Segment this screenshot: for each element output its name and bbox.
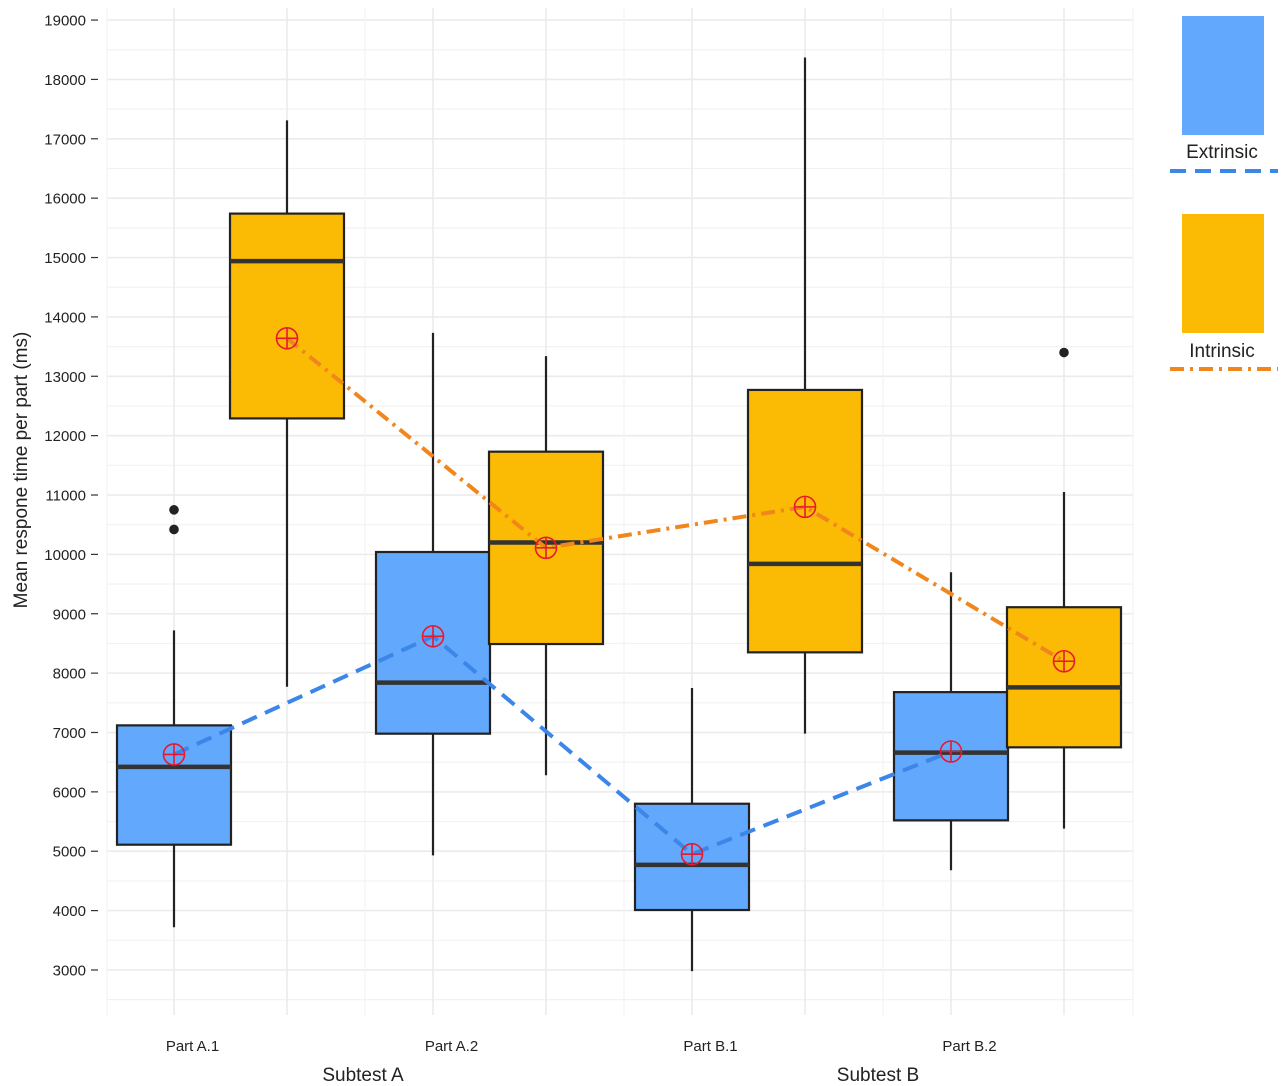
legend-label: Extrinsic	[1186, 142, 1258, 163]
mean-marker	[534, 536, 558, 560]
legend-item-extrinsic: Extrinsic	[1170, 16, 1278, 173]
legend-item-intrinsic: Intrinsic	[1170, 214, 1278, 371]
mean-line-intrinsic	[285, 336, 1066, 663]
x-axis: Part A.1 Part A.2 Part B.1 Part B.2 Subtest …	[166, 1038, 997, 1086]
mean-marker	[793, 495, 817, 519]
y-tick-label: 4000	[53, 903, 86, 920]
box-intrinsic-2	[487, 356, 605, 776]
x-tick-label: Part A.1	[166, 1038, 219, 1055]
x-group-label: Subtest A	[322, 1065, 404, 1086]
y-tick-label: 8000	[53, 666, 86, 683]
x-tick-label: Part B.1	[683, 1038, 737, 1055]
mean-line-extrinsic	[173, 633, 952, 857]
mean-marker	[275, 326, 299, 350]
outlier-point	[1059, 347, 1069, 358]
legend: Extrinsic Intrinsic	[1170, 16, 1278, 371]
mean-marker	[1052, 649, 1076, 673]
y-tick-label: 11000	[45, 488, 86, 505]
boxes	[115, 57, 1123, 972]
box-intrinsic-1	[228, 120, 346, 687]
mean-lines	[173, 336, 1066, 857]
y-axis-title: Mean respone time per part (ms)	[11, 332, 32, 609]
y-tick-label: 7000	[53, 725, 86, 742]
mean-markers	[162, 326, 1076, 866]
y-tick-label: 16000	[44, 191, 86, 208]
y-axis: 3000 4000 5000 6000 7000 8000 9000 10000 11000 12…	[44, 13, 98, 979]
box-extrinsic-2	[374, 332, 492, 856]
outlier-point	[169, 505, 179, 515]
mean-marker	[162, 743, 186, 766]
box-intrinsic-4	[1005, 347, 1123, 829]
mean-marker	[421, 625, 445, 648]
x-tick-label: Part B.2	[942, 1038, 996, 1055]
grid-lines	[106, 8, 1134, 1015]
legend-swatch	[1182, 16, 1264, 135]
y-tick-label: 13000	[44, 369, 86, 386]
y-tick-label: 10000	[44, 547, 86, 564]
legend-label: Intrinsic	[1189, 341, 1254, 362]
x-group-label: Subtest B	[837, 1065, 919, 1086]
x-tick-label: Part A.2	[425, 1038, 478, 1055]
box-extrinsic-4	[892, 572, 1010, 871]
y-tick-label: 3000	[53, 962, 86, 979]
box-extrinsic-1	[115, 505, 233, 928]
box-body	[746, 388, 864, 654]
y-tick-label: 18000	[44, 72, 86, 89]
y-tick-label: 5000	[53, 844, 86, 861]
legend-swatch	[1182, 214, 1264, 333]
y-tick-label: 12000	[44, 428, 86, 445]
y-tick-label: 9000	[53, 606, 86, 623]
box-body	[1005, 606, 1123, 749]
y-tick-label: 14000	[44, 309, 86, 326]
outlier-point	[169, 524, 179, 535]
box-body	[633, 802, 751, 912]
y-tick-label: 17000	[44, 131, 86, 148]
box-body	[228, 212, 346, 420]
mean-marker	[939, 740, 963, 763]
y-tick-label: 19000	[44, 13, 86, 30]
box-extrinsic-3	[633, 687, 751, 972]
box-intrinsic-3	[746, 57, 864, 734]
y-tick-label: 15000	[44, 250, 86, 267]
y-tick-label: 6000	[53, 784, 86, 801]
mean-marker	[680, 842, 704, 866]
